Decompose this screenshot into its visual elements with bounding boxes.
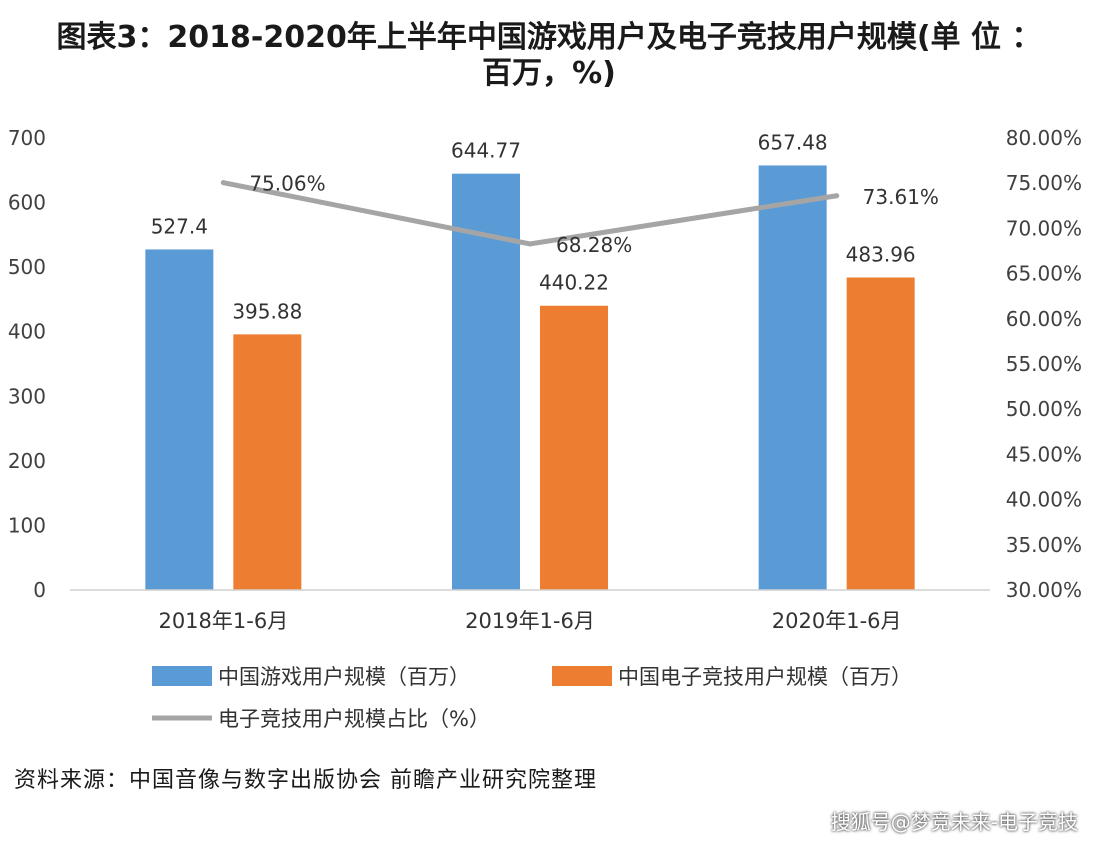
line-point [220, 180, 226, 186]
chart-title-line2: 百万，%) [482, 56, 616, 91]
bar-game-users [758, 165, 827, 591]
y-left-tick-label: 600 [8, 191, 46, 215]
y-left-tick-label: 400 [8, 320, 46, 344]
line-data-label: 75.06% [249, 172, 325, 196]
source-note: 资料来源：中国音像与数字出版协会 前瞻产业研究院整理 [14, 768, 597, 793]
bar-data-label: 395.88 [232, 299, 302, 323]
y-right-tick-label: 30.00% [1006, 578, 1082, 602]
y-left-tick-label: 100 [8, 513, 46, 537]
line-point [527, 241, 533, 247]
x-tick-label: 2020年1-6月 [772, 609, 902, 633]
y-left-tick-label: 300 [8, 384, 46, 408]
y-left-tick-label: 0 [33, 578, 46, 602]
legend-label-game-users: 中国游戏用户规模（百万） [218, 665, 470, 689]
y-left-tick-label: 200 [8, 449, 46, 473]
y-right-tick-label: 45.00% [1006, 442, 1082, 466]
bar-data-label: 657.48 [758, 130, 828, 154]
bar-game-users [145, 249, 214, 590]
bar-data-label: 440.22 [539, 271, 609, 295]
chart-title-line1: 图表3：2018-2020年上半年中国游戏用户及电子竞技用户规模(单 位 ： [56, 20, 1042, 55]
bar-esports-users [846, 277, 915, 590]
legend-swatch-game-users [152, 666, 212, 686]
y-right-tick-label: 50.00% [1006, 397, 1082, 421]
x-tick-label: 2019年1-6月 [465, 609, 595, 633]
bar-esports-users [540, 305, 608, 590]
y-right-tick-label: 65.00% [1006, 262, 1082, 286]
bar-game-users [452, 173, 520, 591]
y-left-tick-label: 700 [8, 126, 46, 150]
y-right-tick-label: 40.00% [1006, 488, 1082, 512]
brand-watermark: 搜狐号@梦竞未来-电子竞技 [830, 810, 1078, 834]
bar-data-label: 483.96 [846, 243, 916, 267]
legend-label-esports-share: 电子竞技用户规模占比（%） [218, 707, 490, 731]
line-data-label: 68.28% [556, 233, 632, 257]
bar-data-label: 644.77 [451, 139, 521, 163]
y-right-tick-label: 35.00% [1006, 533, 1082, 557]
y-right-tick-label: 70.00% [1006, 216, 1082, 240]
y-right-tick-label: 55.00% [1006, 352, 1082, 376]
legend-label-esports-users: 中国电子竞技用户规模（百万） [618, 665, 912, 689]
x-tick-label: 2018年1-6月 [158, 609, 288, 633]
y-left-tick-label: 500 [8, 255, 46, 279]
line-data-label: 73.61% [863, 185, 939, 209]
line-point [834, 193, 840, 199]
y-right-tick-label: 80.00% [1006, 126, 1082, 150]
chart-area: 0 100 200 300 400 500 600 700 30.00% 35.00% 40.00%… [8, 126, 1082, 731]
y-right-tick-label: 75.00% [1006, 171, 1082, 195]
chart-title: 图表3：2018-2020年上半年中国游戏用户及电子竞技用户规模(单 位 ： 百… [0, 20, 1098, 92]
legend-swatch-esports-users [552, 666, 612, 686]
y-right-tick-label: 60.00% [1006, 307, 1082, 331]
bar-data-label: 527.4 [151, 214, 208, 238]
bar-esports-users [233, 334, 302, 590]
